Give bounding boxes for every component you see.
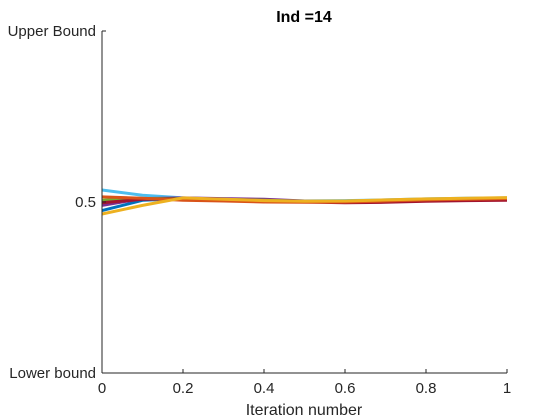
ticks-layer: 0 0.2 0.4 0.6 0.8 1 Lower bound 0.5 Upper Bound (8, 23, 512, 397)
x-tick-label: 0.6 (335, 380, 356, 397)
series-layer (101, 188, 508, 216)
y-tick-label: 0.5 (75, 194, 96, 211)
x-axis-label: Iteration number (246, 402, 363, 419)
x-tick-label: 0.2 (173, 380, 194, 397)
x-tick-label: 0 (98, 380, 106, 397)
series-line-7 (101, 196, 508, 216)
chart-title: Ind =14 (276, 9, 332, 26)
x-tick-label: 0.4 (254, 380, 275, 397)
x-tick-label: 0.8 (416, 380, 437, 397)
y-tick-label: Upper Bound (8, 23, 96, 40)
y-tick-label: Lower bound (9, 365, 96, 382)
x-tick-label: 1 (503, 380, 511, 397)
